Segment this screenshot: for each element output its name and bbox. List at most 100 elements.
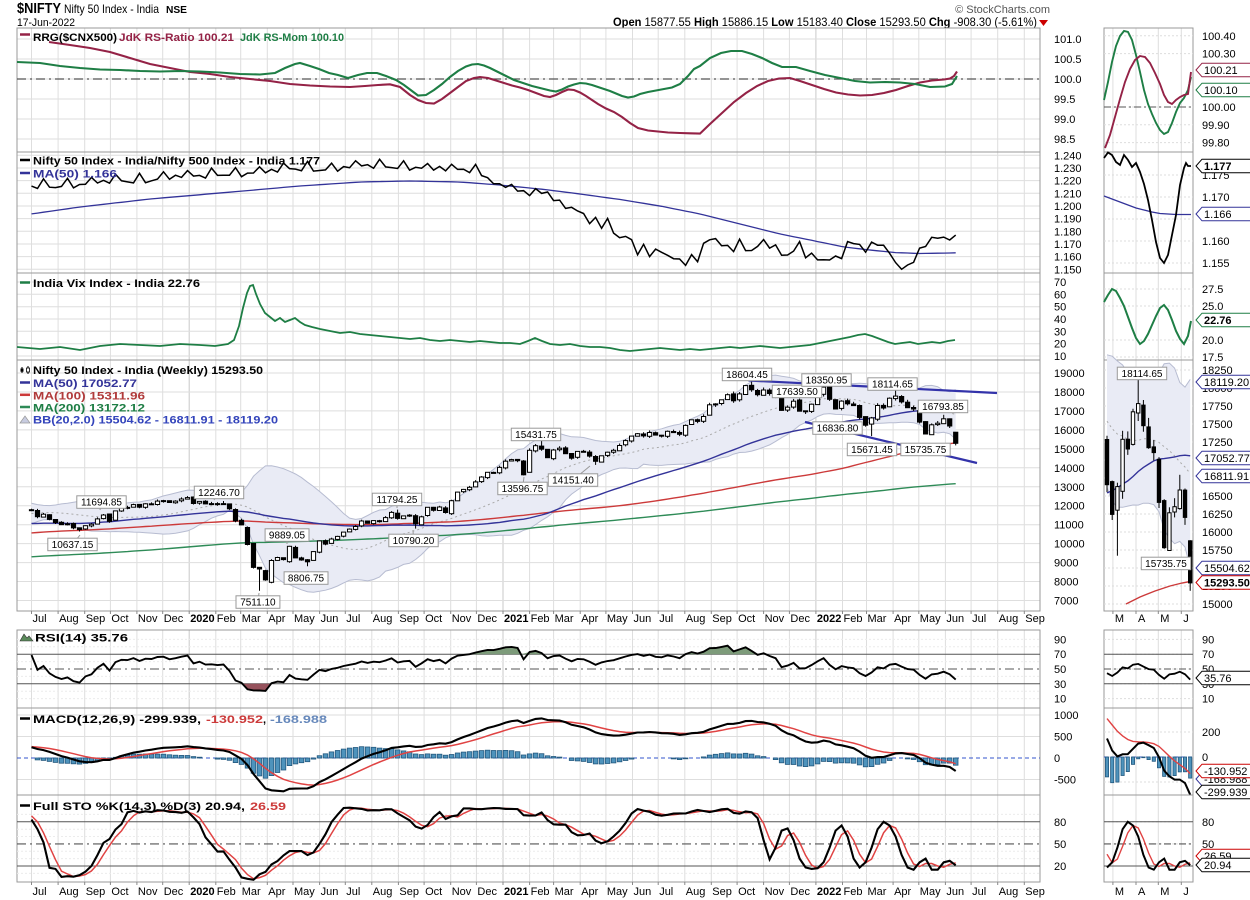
svg-text:Feb: Feb [217,613,236,625]
svg-text:16000: 16000 [1202,527,1233,539]
svg-text:18250: 18250 [1202,365,1233,377]
svg-text:MA(50) 1.166: MA(50) 1.166 [33,169,117,181]
svg-text:Jun: Jun [946,613,964,625]
svg-text:17250: 17250 [1202,437,1233,449]
svg-text:15671.45: 15671.45 [851,445,893,456]
svg-text:2022: 2022 [817,613,841,625]
svg-text:Oct: Oct [738,886,755,898]
svg-text:16811.91: 16811.91 [1204,471,1249,483]
svg-text:100.40: 100.40 [1202,31,1236,43]
svg-text:Oct: Oct [738,613,755,625]
svg-text:100.0: 100.0 [1054,74,1082,86]
svg-text:May: May [294,886,315,898]
svg-text:May: May [920,613,941,625]
svg-text:0: 0 [1054,753,1060,765]
svg-text:Jun: Jun [321,886,339,898]
svg-text:90: 90 [1054,634,1066,646]
svg-text:A: A [1138,613,1146,625]
svg-text:Nov: Nov [452,613,472,625]
svg-text:40: 40 [1054,314,1066,326]
svg-text:1000: 1000 [1054,710,1078,722]
svg-text:25.0: 25.0 [1202,301,1223,313]
svg-text:Nov: Nov [452,886,472,898]
svg-text:99.0: 99.0 [1054,114,1075,126]
svg-text:99.5: 99.5 [1054,94,1075,106]
svg-text:15000: 15000 [1202,599,1233,611]
svg-text:Jun: Jun [321,613,339,625]
svg-text:17-Jun-2022: 17-Jun-2022 [17,17,75,29]
svg-text:500: 500 [1054,732,1072,744]
svg-text:J: J [1183,613,1189,625]
svg-text:Apr: Apr [894,886,911,898]
svg-text:M: M [1160,613,1169,625]
svg-text:30: 30 [1054,326,1066,338]
svg-text:1.200: 1.200 [1054,201,1082,213]
svg-text:80: 80 [1202,817,1214,829]
svg-text:18000: 18000 [1054,387,1085,399]
svg-text:90: 90 [1202,634,1214,646]
svg-text:Jul: Jul [33,613,47,625]
svg-text:Oct: Oct [111,613,128,625]
svg-text:17.5: 17.5 [1202,352,1223,364]
svg-text:RRG($CNX500): RRG($CNX500) [33,32,117,44]
svg-text:18114.65: 18114.65 [872,380,913,391]
svg-text:May: May [920,886,941,898]
svg-text:22.76: 22.76 [1204,315,1232,327]
svg-text:17639.50: 17639.50 [776,387,818,398]
svg-text:Sep: Sep [86,613,106,625]
svg-text:Aug: Aug [59,886,79,898]
svg-text:18119.20: 18119.20 [1204,377,1249,389]
svg-text:NSE: NSE [166,5,187,16]
svg-text:7000: 7000 [1054,596,1078,608]
svg-text:50: 50 [1054,839,1066,851]
svg-text:11794.25: 11794.25 [377,495,418,506]
svg-text:May: May [294,613,315,625]
svg-text:-299.939: -299.939 [1204,787,1247,799]
svg-text:99.80: 99.80 [1202,138,1230,150]
svg-text:Aug: Aug [999,886,1019,898]
svg-text:Feb: Feb [844,886,863,898]
svg-text:,: , [263,714,266,726]
svg-text:MA(200) 13172.12: MA(200) 13172.12 [33,403,145,415]
svg-text:Dec: Dec [790,613,810,625]
svg-text:18114.65: 18114.65 [1122,369,1163,380]
svg-text:M: M [1160,886,1169,898]
svg-text:0: 0 [1202,752,1208,764]
svg-text:J: J [1183,886,1189,898]
svg-text:Jul: Jul [972,886,986,898]
svg-text:100.10: 100.10 [1204,85,1238,97]
svg-text:7511.10: 7511.10 [240,598,276,609]
svg-text:JdK RS-Ratio 100.21: JdK RS-Ratio 100.21 [119,32,234,44]
svg-text:2020: 2020 [190,613,214,625]
svg-text:Sep: Sep [712,886,732,898]
svg-text:17052.77: 17052.77 [1204,453,1250,465]
svg-text:10790.20: 10790.20 [393,536,435,547]
svg-text:10: 10 [1202,694,1214,706]
svg-text:200: 200 [1202,727,1220,739]
svg-text:-130.952: -130.952 [1204,766,1247,778]
svg-text:Mar: Mar [242,613,261,625]
svg-text:Nifty 50 Index - India/Nifty 5: Nifty 50 Index - India/Nifty 500 Index -… [33,156,320,168]
svg-text:1.155: 1.155 [1202,258,1230,270]
svg-text:15735.75: 15735.75 [905,445,947,456]
svg-text:9889.05: 9889.05 [269,531,306,542]
svg-text:Dec: Dec [477,886,497,898]
svg-text:10637.15: 10637.15 [52,540,94,551]
svg-text:14000: 14000 [1054,463,1085,475]
svg-text:Jul: Jul [659,613,673,625]
svg-text:May: May [607,613,628,625]
svg-text:101.0: 101.0 [1054,34,1082,46]
svg-text:Apr: Apr [581,886,598,898]
svg-text:Open 15877.55 High 15886.15 Lo: Open 15877.55 High 15886.15 Low 15183.40… [613,17,1037,29]
svg-text:100.5: 100.5 [1054,54,1082,66]
svg-text:Dec: Dec [477,613,497,625]
svg-text:17000: 17000 [1054,406,1085,418]
svg-text:Jun: Jun [946,886,964,898]
svg-text:70: 70 [1202,649,1214,661]
svg-text:A: A [1138,886,1146,898]
svg-text:1.230: 1.230 [1054,163,1082,175]
svg-text:14151.40: 14151.40 [552,476,594,487]
svg-text:Sep: Sep [86,886,106,898]
svg-text:15750: 15750 [1202,545,1233,557]
svg-text:17500: 17500 [1202,419,1233,431]
